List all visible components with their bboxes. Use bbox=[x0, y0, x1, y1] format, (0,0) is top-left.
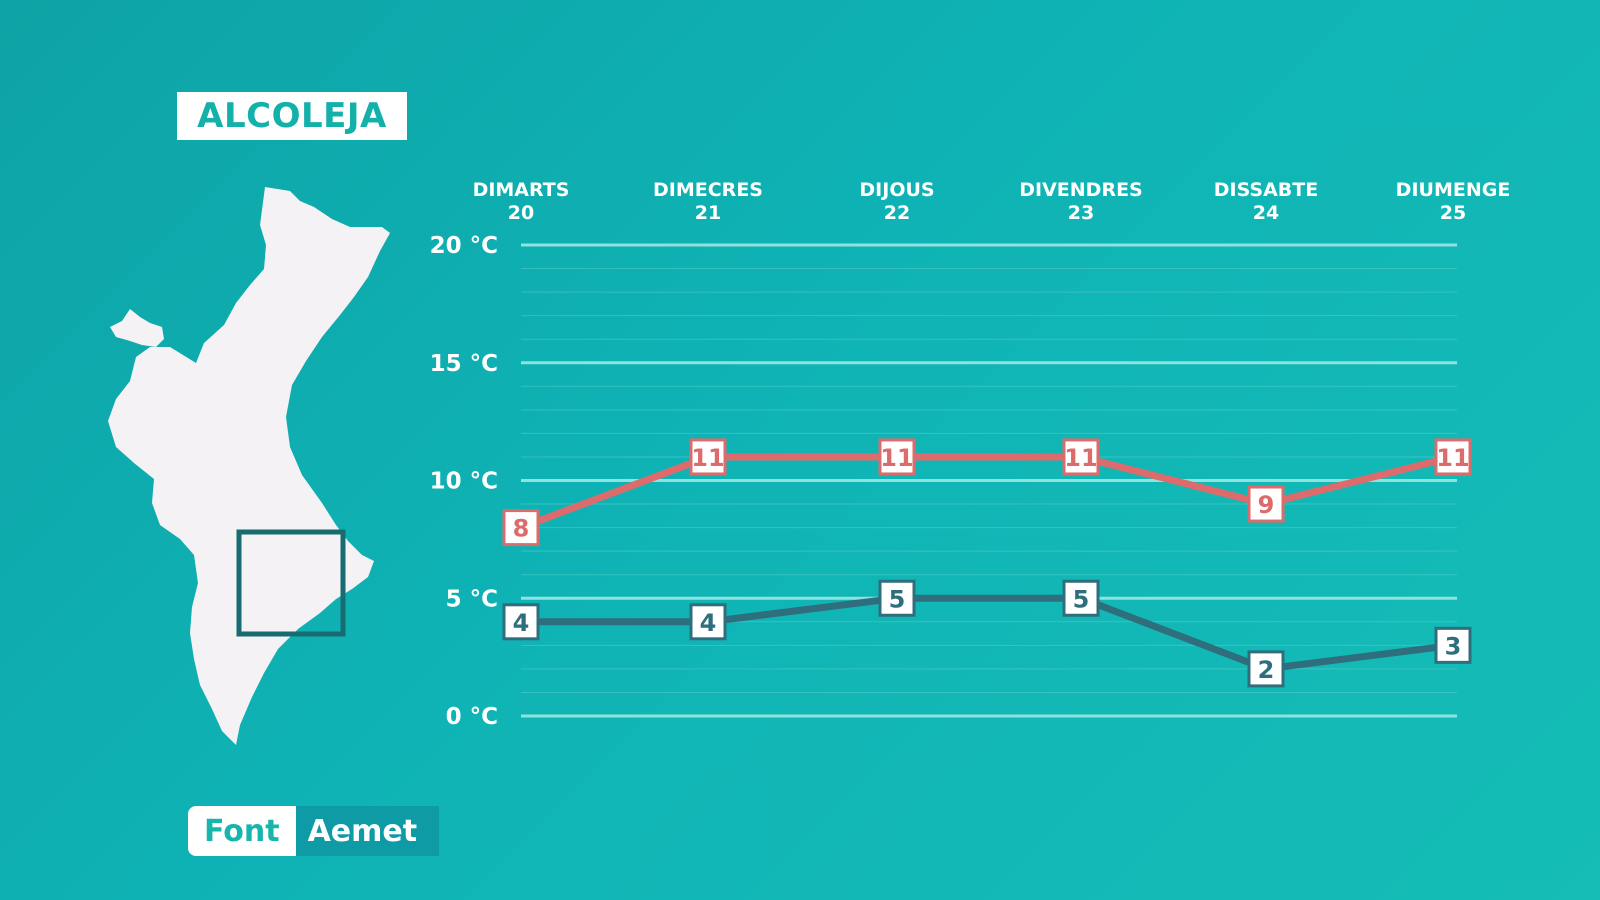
y-tick-label: 10 °C bbox=[430, 469, 498, 495]
data-point-marker-max bbox=[1434, 438, 1472, 476]
day-date-label: 24 bbox=[1253, 202, 1279, 224]
day-date-label: 22 bbox=[884, 202, 910, 224]
data-point-marker-max bbox=[878, 438, 916, 476]
day-name-label: DISSABTE bbox=[1214, 179, 1318, 201]
series-line-min bbox=[517, 594, 1457, 673]
data-label-min: 4 bbox=[513, 609, 530, 637]
data-point-marker-min bbox=[1247, 650, 1285, 688]
data-point-marker-min bbox=[1434, 626, 1472, 664]
source-badge: Font Aemet bbox=[188, 806, 440, 856]
location-title-text: ALCOLEJA bbox=[197, 96, 387, 136]
island-shape bbox=[110, 309, 164, 347]
data-markers: 8 11 11 11 9 11 4 4 5 5 2 3 bbox=[502, 438, 1472, 688]
y-tick-label: 15 °C bbox=[430, 351, 498, 377]
area-highlight-box bbox=[236, 529, 346, 637]
series-line-max bbox=[517, 453, 1457, 532]
source-label: Font bbox=[188, 806, 296, 856]
location-title: ALCOLEJA bbox=[177, 92, 407, 140]
day-date-label: 23 bbox=[1068, 202, 1094, 224]
data-point-marker-max bbox=[689, 438, 727, 476]
day-date-label: 25 bbox=[1440, 202, 1466, 224]
data-label-min: 4 bbox=[700, 609, 717, 637]
y-axis-ticks: 20 °C 15 °C 10 °C 5 °C 0 °C bbox=[430, 233, 498, 730]
data-label-max: 11 bbox=[1436, 444, 1469, 472]
data-label-max: 11 bbox=[691, 444, 724, 472]
day-name-label: DIMECRES bbox=[653, 179, 763, 201]
data-label-min: 2 bbox=[1258, 656, 1275, 684]
region-map bbox=[108, 187, 390, 745]
data-label-max: 9 bbox=[1258, 491, 1275, 519]
data-point-marker-max bbox=[1247, 485, 1285, 523]
data-point-marker-min bbox=[878, 579, 916, 617]
data-point-marker-min bbox=[689, 603, 727, 641]
data-point-marker-max bbox=[1062, 438, 1100, 476]
data-label-min: 5 bbox=[1073, 585, 1090, 613]
day-name-label: DIUMENGE bbox=[1396, 179, 1511, 201]
data-label-max: 11 bbox=[880, 444, 913, 472]
data-point-marker-min bbox=[1062, 579, 1100, 617]
y-tick-label: 20 °C bbox=[430, 233, 498, 259]
y-tick-label: 0 °C bbox=[446, 704, 498, 730]
day-name-label: DIJOUS bbox=[859, 179, 934, 201]
data-point-marker-max bbox=[502, 509, 540, 547]
data-label-min: 5 bbox=[889, 585, 906, 613]
data-label-max: 8 bbox=[513, 515, 530, 543]
region-map-shape bbox=[108, 187, 390, 745]
data-label-min: 3 bbox=[1445, 632, 1462, 660]
source-value: Aemet bbox=[295, 806, 440, 856]
day-date-label: 20 bbox=[508, 202, 534, 224]
day-name-label: DIMARTS bbox=[473, 179, 570, 201]
data-point-marker-min bbox=[502, 603, 540, 641]
data-label-max: 11 bbox=[1064, 444, 1097, 472]
day-date-label: 21 bbox=[695, 202, 721, 224]
y-tick-label: 5 °C bbox=[446, 586, 498, 612]
series-lines bbox=[517, 453, 1457, 673]
day-name-label: DIVENDRES bbox=[1019, 179, 1143, 201]
